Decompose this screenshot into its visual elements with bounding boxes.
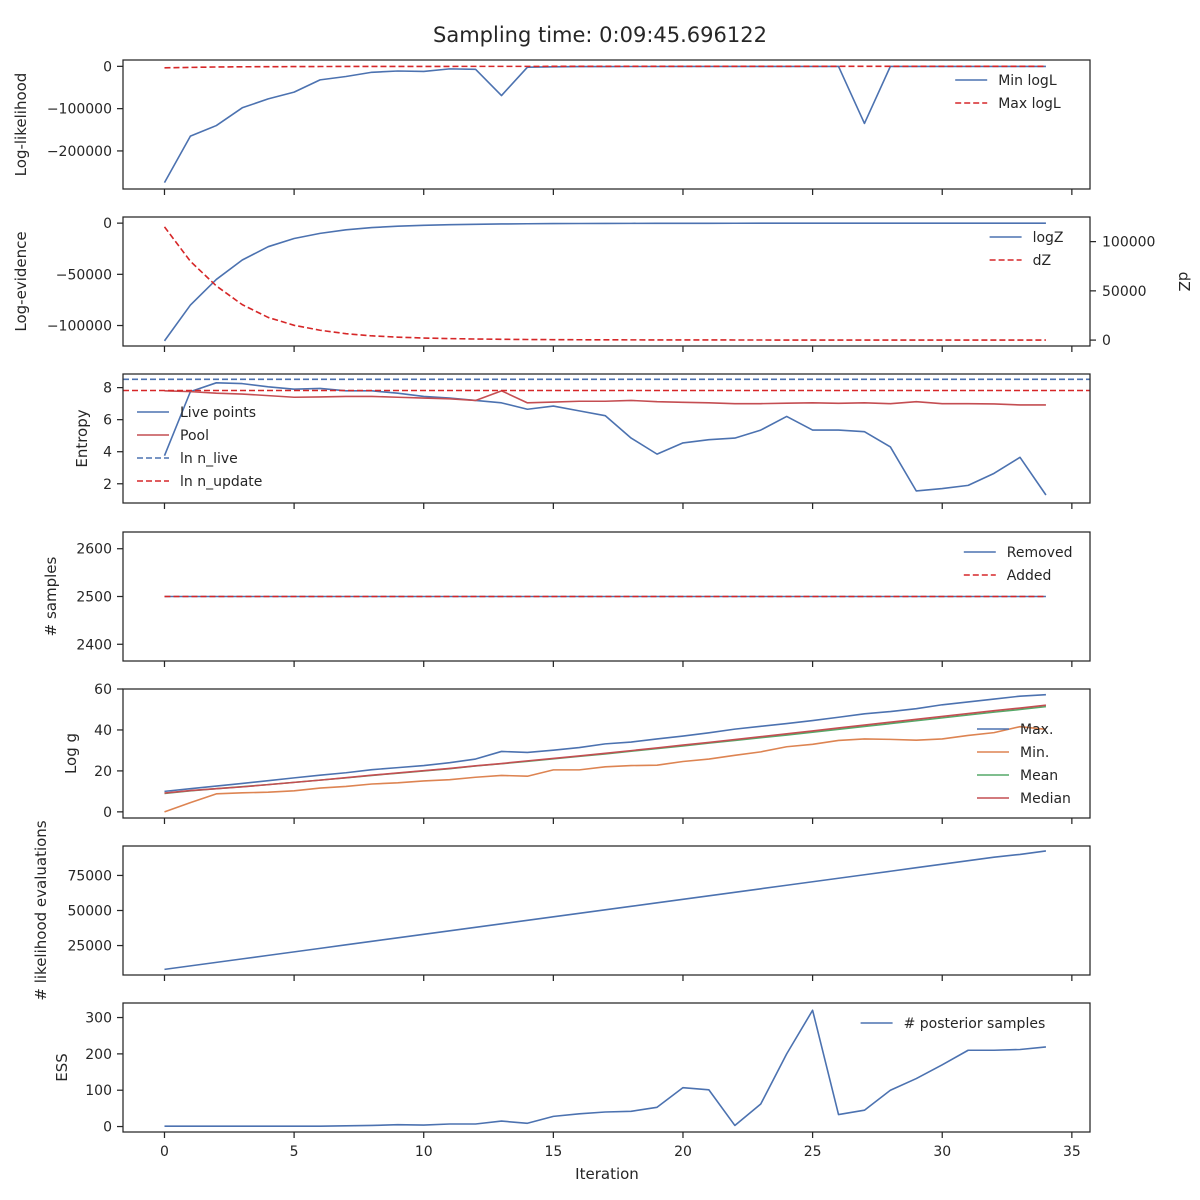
legend-label: Pool (180, 428, 209, 444)
x-tick-label: 10 (415, 1144, 433, 1160)
series-line-max-logl (164, 65, 1046, 69)
axes-frame (122, 688, 1091, 819)
x-tick-label: 5 (290, 1144, 299, 1160)
plot-area (123, 378, 1090, 496)
legend: # posterior samples (860, 1016, 1046, 1032)
series-line-pool (164, 390, 1046, 406)
y-tick-label: −50000 (56, 267, 112, 283)
y-tick-label: 2400 (76, 637, 112, 653)
panel-4: 2400 2500 2600 # samples Removed Added (42, 531, 1091, 667)
legend-label: Live points (180, 405, 256, 421)
axes-frame (122, 59, 1091, 190)
panel-7: 0 5 10 15 20 25 30 35 0 100 200 300 ESS # posterior s… (53, 1002, 1091, 1160)
y-tick-label: 0 (103, 805, 112, 821)
plot-area (163, 222, 1046, 342)
y-tick-label: 100 (85, 1083, 112, 1099)
series-line-logz (163, 222, 1046, 342)
legend: Min logL Max logL (955, 73, 1061, 112)
y-tick-label: 20 (94, 764, 112, 780)
legend: Max. Min. Mean Median (977, 722, 1071, 807)
legend-label: Min. (1020, 745, 1049, 761)
plot-area (164, 693, 1047, 813)
panel-1: 0 −100000 −200000 Log-likelihood Min logL Max… (12, 59, 1091, 195)
twin-y-tick-label: 50000 (1102, 284, 1147, 300)
plot-area (164, 850, 1047, 971)
y-tick-label: 75000 (67, 868, 112, 884)
legend-label: Added (1007, 568, 1052, 584)
y-tick-label: −100000 (47, 102, 112, 118)
axes-frame (122, 845, 1091, 976)
series-line--posterior-samples (164, 1009, 1047, 1127)
y-axis-label: # likelihood evaluations (32, 820, 50, 1000)
legend-label: Max logL (998, 96, 1061, 112)
legend-label: Removed (1007, 545, 1073, 561)
y-tick-label: 2 (103, 477, 112, 493)
y-tick-label: 4 (103, 445, 112, 461)
panels: 0 −100000 −200000 Log-likelihood Min logL Max… (12, 59, 1193, 1160)
x-tick-label: 30 (933, 1144, 951, 1160)
y-axis-label: Entropy (73, 409, 91, 467)
axes-frame (122, 1002, 1091, 1133)
series-line-evaluations (164, 850, 1047, 971)
y-tick-label: 6 (103, 413, 112, 429)
y-tick-label: 40 (94, 723, 112, 739)
legend-label: logZ (1033, 230, 1064, 246)
panel-2: 0 −50000 −100000 0 50000 100000 dZ Log-evidence… (12, 216, 1193, 352)
series-line-live-points (163, 382, 1047, 496)
legend: Removed Added (963, 545, 1073, 584)
x-tick-label: 25 (804, 1144, 822, 1160)
y-tick-label: 60 (94, 682, 112, 698)
legend-label: Mean (1020, 768, 1058, 784)
y-tick-label: 2600 (76, 542, 112, 558)
twin-y-axis-label: dZ (1175, 272, 1193, 292)
y-axis-label: ESS (53, 1053, 71, 1082)
y-axis-label: Log-evidence (12, 231, 30, 331)
x-tick-label: 15 (544, 1144, 562, 1160)
series-line-median (164, 704, 1047, 794)
plot-area (164, 1009, 1047, 1127)
legend-label: Median (1020, 791, 1071, 807)
y-tick-label: 300 (85, 1011, 112, 1027)
y-tick-label: 200 (85, 1047, 112, 1063)
x-axis-label: Iteration (575, 1165, 639, 1183)
figure-title: Sampling time: 0:09:45.696122 (433, 23, 767, 47)
panel-5: 0 20 40 60 Log g Max. Min. Mean Median (62, 682, 1091, 824)
y-tick-label: 2500 (76, 590, 112, 606)
y-tick-label: 0 (103, 59, 112, 75)
y-axis-label: Log-likelihood (12, 73, 30, 177)
series-line-min-logl (163, 65, 1046, 184)
y-tick-label: 50000 (67, 904, 112, 920)
legend-label: ln n_update (180, 474, 262, 490)
y-tick-label: −200000 (47, 144, 112, 160)
axes-frame (122, 216, 1091, 347)
legend-label: Min logL (998, 73, 1057, 89)
legend: logZ dZ (989, 230, 1064, 269)
legend-label: dZ (1033, 253, 1051, 269)
twin-y-tick-label: 0 (1102, 333, 1111, 349)
axes-frame (122, 373, 1091, 504)
plot-area (163, 65, 1046, 184)
x-tick-label: 20 (674, 1144, 692, 1160)
y-tick-label: 8 (103, 381, 112, 397)
y-tick-label: 0 (103, 1120, 112, 1136)
y-tick-label: 25000 (67, 939, 112, 955)
x-tick-label: 35 (1063, 1144, 1081, 1160)
y-axis-label: # samples (42, 556, 60, 636)
series-line-min- (164, 725, 1047, 813)
y-tick-label: 0 (103, 216, 112, 232)
x-tick-label: 0 (160, 1144, 169, 1160)
series-line-max- (164, 693, 1046, 793)
y-axis-label: Log g (62, 733, 80, 774)
y-tick-label: −100000 (47, 319, 112, 335)
legend-label: Max. (1020, 722, 1053, 738)
legend-label: ln n_live (180, 451, 238, 467)
panel-6: 25000 50000 75000 # likelihood evaluations (32, 820, 1091, 1001)
series-line-dz (163, 226, 1046, 341)
axes-frame (122, 531, 1091, 662)
legend-label: # posterior samples (904, 1016, 1046, 1032)
twin-y-tick-label: 100000 (1102, 235, 1155, 251)
